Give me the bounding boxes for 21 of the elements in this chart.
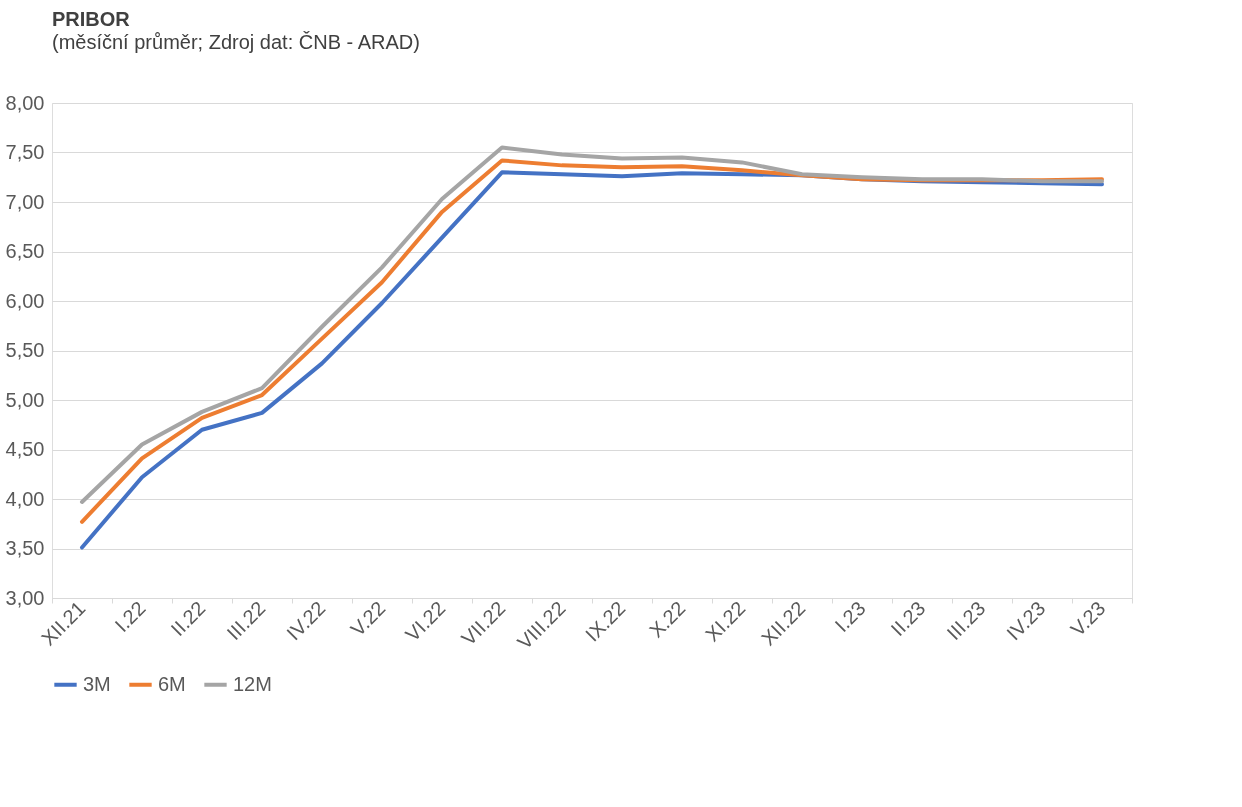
x-tick-label: II.23: [886, 597, 930, 641]
y-tick-label: 6,00: [5, 289, 45, 312]
x-tick-label: V.23: [1066, 597, 1110, 641]
legend-label: 6M: [158, 672, 186, 695]
chart-title: PRIBOR: [52, 8, 131, 30]
x-tick-label: II.22: [166, 597, 210, 641]
y-tick-label: 5,50: [5, 339, 45, 361]
y-tick-label: 4,50: [5, 438, 45, 460]
legend-label: 12M: [233, 672, 272, 695]
x-tick-label: V.22: [346, 597, 390, 641]
chart-subtitle: (měsíční průměr; Zdroj dat: ČNB - ARAD): [52, 31, 420, 53]
x-tick-label: I.22: [110, 597, 150, 637]
y-tick-label: 7,50: [5, 141, 45, 163]
y-tick-label: 3,50: [5, 537, 45, 559]
y-tick-label: 5,00: [5, 388, 45, 411]
y-tick-label: 8,00: [5, 91, 45, 114]
y-tick-label: 6,50: [5, 240, 45, 262]
legend-label: 3M: [83, 672, 111, 695]
y-tick-label: 4,00: [5, 487, 45, 510]
y-tick-label: 7,00: [5, 190, 45, 213]
x-tick-label: I.23: [830, 597, 870, 637]
